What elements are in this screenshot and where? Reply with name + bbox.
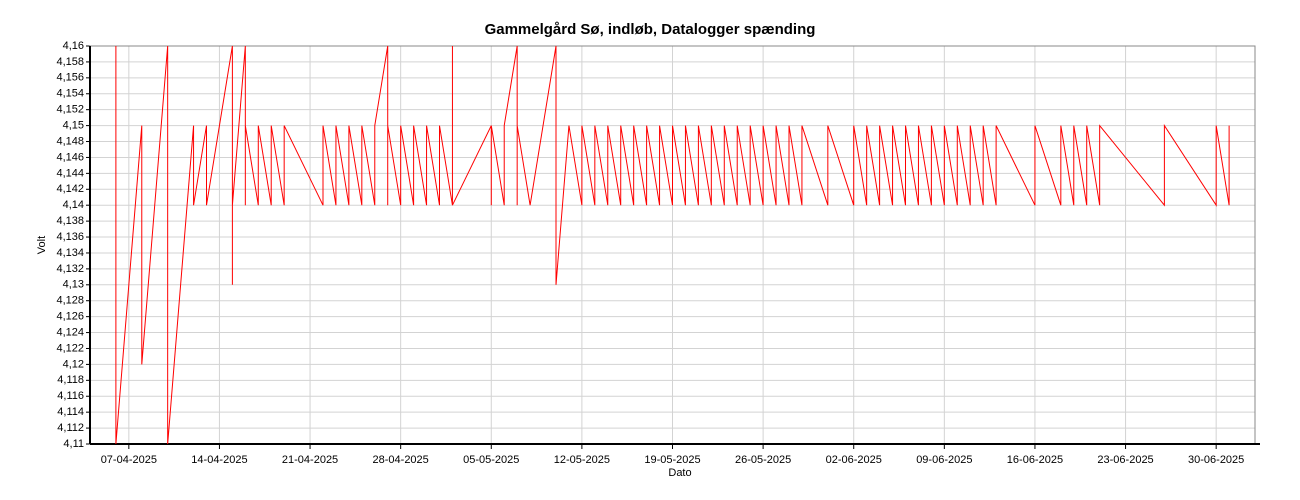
y-axis-label: Volt bbox=[36, 236, 48, 254]
y-tick-label: 4,132 bbox=[56, 263, 84, 275]
y-tick-label: 4,124 bbox=[56, 326, 84, 338]
data-line bbox=[115, 45, 1230, 445]
x-tick-label: 21-04-2025 bbox=[282, 454, 338, 466]
y-tick-label: 4,142 bbox=[56, 183, 84, 195]
y-tick-label: 4,138 bbox=[56, 215, 84, 227]
x-tick-label: 19-05-2025 bbox=[644, 454, 700, 466]
y-tick-label: 4,156 bbox=[56, 72, 84, 84]
y-tick-label: 4,134 bbox=[56, 247, 84, 259]
x-tick-label: 14-04-2025 bbox=[191, 454, 247, 466]
y-tick-label: 4,126 bbox=[56, 311, 84, 323]
y-tick-label: 4,128 bbox=[56, 295, 84, 307]
y-tick-label: 4,11 bbox=[63, 438, 84, 450]
y-tick-label: 4,152 bbox=[56, 104, 84, 116]
y-tick-label: 4,14 bbox=[63, 199, 84, 211]
y-tick-label: 4,158 bbox=[56, 56, 84, 68]
y-tick-label: 4,116 bbox=[57, 390, 84, 402]
y-tick-label: 4,112 bbox=[57, 422, 84, 434]
y-tick-label: 4,146 bbox=[56, 151, 84, 163]
x-tick-label: 07-04-2025 bbox=[101, 454, 157, 466]
y-tick-label: 4,13 bbox=[63, 279, 84, 291]
x-tick-label: 30-06-2025 bbox=[1188, 454, 1244, 466]
y-tick-label: 4,122 bbox=[56, 342, 84, 354]
y-tick-label: 4,12 bbox=[63, 358, 84, 370]
x-tick-label: 28-04-2025 bbox=[373, 454, 429, 466]
x-tick-label: 02-06-2025 bbox=[826, 454, 882, 466]
x-tick-label: 16-06-2025 bbox=[1007, 454, 1063, 466]
x-tick-label: 12-05-2025 bbox=[554, 454, 610, 466]
x-tick-label: 05-05-2025 bbox=[463, 454, 519, 466]
y-tick-label: 4,154 bbox=[56, 88, 84, 100]
chart-title: Gammelgård Sø, indløb, Datalogger spændi… bbox=[485, 21, 816, 38]
y-tick-label: 4,114 bbox=[57, 406, 84, 418]
y-tick-label: 4,15 bbox=[63, 120, 84, 132]
y-tick-label: 4,144 bbox=[56, 167, 84, 179]
y-tick-label: 4,136 bbox=[56, 231, 84, 243]
x-tick-label: 09-06-2025 bbox=[916, 454, 972, 466]
y-tick-label: 4,148 bbox=[56, 135, 84, 147]
x-tick-label: 23-06-2025 bbox=[1097, 454, 1153, 466]
x-tick-label: 26-05-2025 bbox=[735, 454, 791, 466]
x-axis-label: Dato bbox=[668, 467, 691, 479]
y-tick-label: 4,16 bbox=[63, 40, 84, 52]
y-tick-label: 4,118 bbox=[57, 374, 84, 386]
